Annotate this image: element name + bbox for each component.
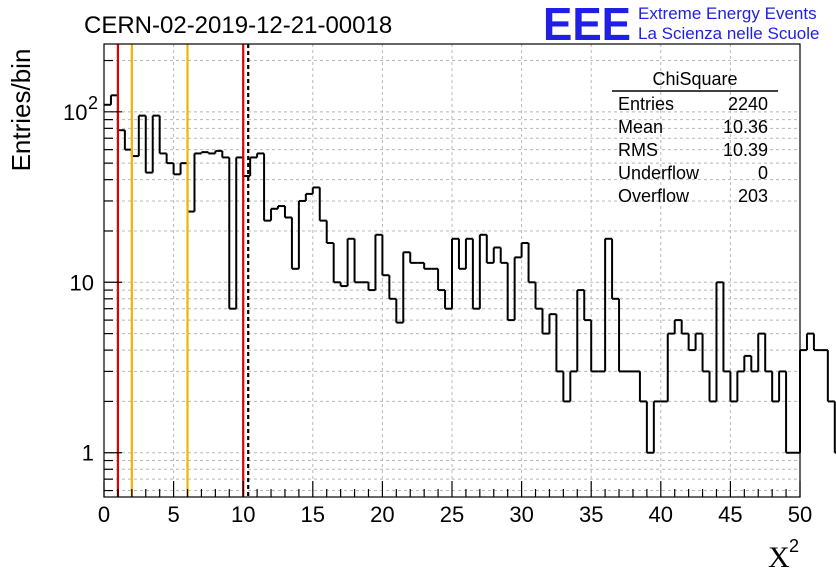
stats-label-entries: Entries: [618, 94, 674, 114]
eee-logo: EEE Extreme Energy Events La Scienza nel…: [543, 0, 819, 50]
stats-label-mean: Mean: [618, 117, 663, 137]
logo-line-2: La Scienza nelle Scuole: [638, 24, 819, 43]
x-tick-label-30: 30: [509, 502, 533, 527]
x-tick-label-15: 15: [301, 502, 325, 527]
stats-label-rms: RMS: [618, 140, 658, 160]
stats-label-underflow: Underflow: [618, 163, 700, 183]
y-axis-label: Entries/bin: [6, 49, 36, 172]
marker-lines: [116, 44, 250, 497]
y-tick-label-10: 10: [70, 270, 94, 295]
x-axis-label: X 2: [768, 536, 799, 572]
y-tick-label-1: 1: [82, 441, 94, 466]
stats-box: ChiSquare Entries 2240 Mean 10.36 RMS 10…: [612, 69, 778, 206]
stats-title: ChiSquare: [652, 69, 737, 89]
x-axis-label-superscript: 2: [789, 536, 799, 556]
stats-value-underflow: 0: [758, 163, 768, 183]
stats-label-overflow: Overflow: [618, 186, 690, 206]
logo-mark: EEE: [543, 0, 631, 50]
histogram: [104, 94, 836, 454]
x-tick-label-10: 10: [231, 502, 255, 527]
x-tick-label-5: 5: [167, 502, 179, 527]
x-axis-label-base: X: [768, 541, 790, 572]
x-tick-label-40: 40: [649, 502, 673, 527]
stats-value-rms: 10.39: [723, 140, 768, 160]
x-tick-label-20: 20: [370, 502, 394, 527]
x-tick-label-0: 0: [98, 502, 110, 527]
x-tick-label-50: 50: [788, 502, 812, 527]
x-tick-label-35: 35: [579, 502, 603, 527]
logo-line-1: Extreme Energy Events: [638, 4, 817, 23]
y-tick-label-exponent: 2: [88, 93, 98, 113]
x-tick-label-25: 25: [440, 502, 464, 527]
stats-value-entries: 2240: [728, 94, 768, 114]
axis-ticks: [103, 59, 801, 497]
x-tick-label-45: 45: [718, 502, 742, 527]
stats-value-overflow: 203: [738, 186, 768, 206]
grid-lines: [104, 44, 800, 497]
stats-value-mean: 10.36: [723, 117, 768, 137]
plot-title: CERN-02-2019-12-21-00018: [84, 12, 392, 39]
y-tick-label-100: 10: [63, 100, 87, 125]
